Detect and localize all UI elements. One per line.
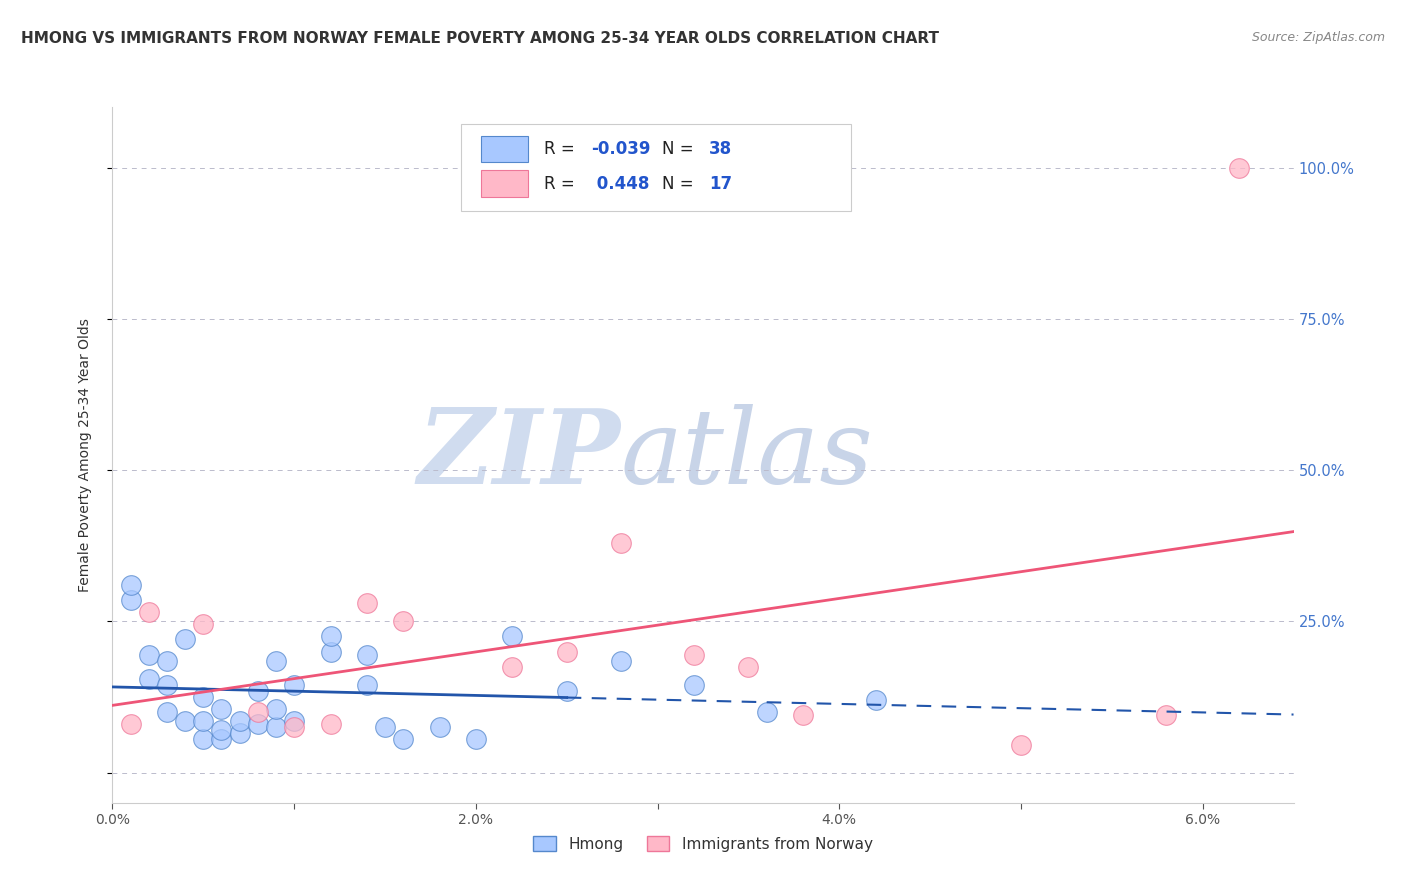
Point bbox=[228, 726, 250, 740]
Point bbox=[792, 708, 814, 723]
Text: ZIP: ZIP bbox=[418, 404, 620, 506]
Point bbox=[211, 723, 233, 738]
Point bbox=[246, 705, 269, 719]
Point bbox=[264, 654, 287, 668]
Point bbox=[193, 617, 215, 632]
Text: Source: ZipAtlas.com: Source: ZipAtlas.com bbox=[1251, 31, 1385, 45]
Point bbox=[283, 678, 305, 692]
Point bbox=[174, 632, 197, 647]
Point bbox=[356, 648, 378, 662]
Point bbox=[356, 678, 378, 692]
Point bbox=[138, 672, 160, 686]
Point bbox=[264, 702, 287, 716]
Point bbox=[193, 690, 215, 704]
Text: -0.039: -0.039 bbox=[591, 140, 651, 158]
Text: 38: 38 bbox=[709, 140, 733, 158]
Point bbox=[464, 732, 486, 747]
Point bbox=[211, 702, 233, 716]
Text: N =: N = bbox=[662, 140, 699, 158]
Point bbox=[737, 659, 759, 673]
Point bbox=[392, 615, 415, 629]
Point bbox=[264, 720, 287, 734]
Point bbox=[156, 678, 179, 692]
Point bbox=[211, 732, 233, 747]
Point bbox=[319, 629, 342, 643]
Point bbox=[1010, 739, 1032, 753]
Point bbox=[501, 659, 523, 673]
Point bbox=[610, 654, 633, 668]
Legend: Hmong, Immigrants from Norway: Hmong, Immigrants from Norway bbox=[527, 830, 879, 858]
Text: atlas: atlas bbox=[620, 404, 873, 506]
Point bbox=[246, 684, 269, 698]
Text: 17: 17 bbox=[709, 175, 733, 193]
Point bbox=[319, 644, 342, 658]
Point bbox=[156, 654, 179, 668]
Point bbox=[374, 720, 396, 734]
Y-axis label: Female Poverty Among 25-34 Year Olds: Female Poverty Among 25-34 Year Olds bbox=[77, 318, 91, 592]
Point bbox=[138, 605, 160, 619]
Point bbox=[501, 629, 523, 643]
Point bbox=[356, 596, 378, 610]
Point bbox=[1156, 708, 1178, 723]
FancyBboxPatch shape bbox=[481, 170, 529, 197]
Point bbox=[120, 593, 142, 607]
Point bbox=[138, 648, 160, 662]
Text: R =: R = bbox=[544, 140, 579, 158]
Point bbox=[610, 535, 633, 549]
FancyBboxPatch shape bbox=[461, 124, 851, 211]
Point bbox=[156, 705, 179, 719]
Point bbox=[193, 714, 215, 728]
Point bbox=[683, 648, 706, 662]
Point bbox=[283, 720, 305, 734]
Point bbox=[283, 714, 305, 728]
Text: HMONG VS IMMIGRANTS FROM NORWAY FEMALE POVERTY AMONG 25-34 YEAR OLDS CORRELATION: HMONG VS IMMIGRANTS FROM NORWAY FEMALE P… bbox=[21, 31, 939, 46]
Point bbox=[555, 684, 578, 698]
Point bbox=[120, 717, 142, 731]
Point bbox=[120, 578, 142, 592]
Text: N =: N = bbox=[662, 175, 699, 193]
Point bbox=[1227, 161, 1250, 175]
Point bbox=[683, 678, 706, 692]
Text: R =: R = bbox=[544, 175, 579, 193]
Point bbox=[319, 717, 342, 731]
Point bbox=[429, 720, 451, 734]
FancyBboxPatch shape bbox=[481, 136, 529, 162]
Point bbox=[228, 714, 250, 728]
Point bbox=[755, 705, 778, 719]
Text: 0.448: 0.448 bbox=[591, 175, 650, 193]
Point bbox=[174, 714, 197, 728]
Point bbox=[392, 732, 415, 747]
Point bbox=[865, 693, 887, 707]
Point bbox=[246, 717, 269, 731]
Point bbox=[193, 732, 215, 747]
Point bbox=[555, 644, 578, 658]
